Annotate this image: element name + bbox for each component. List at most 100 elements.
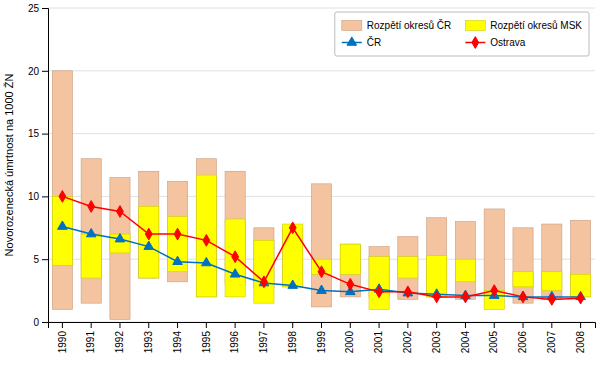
range-bar [254,240,274,303]
range-bar [196,159,216,297]
range-bar [398,257,418,278]
legend: Rozpětí okresů ČRRozpětí okresů MSKČROst… [335,12,589,56]
marker [173,256,183,264]
x-tick-mark [119,322,120,328]
range-bar [369,257,389,310]
marker [548,294,555,306]
range-bar [311,184,331,307]
x-tick: 2008 [575,322,586,353]
y-tick-label: 25 [28,3,40,14]
x-tick-label: 1999 [316,331,327,354]
x-tick-label: 1992 [114,331,125,354]
legend-marker [347,37,357,45]
x-tick-mark [91,322,92,328]
marker [462,291,469,303]
x-tick: 1994 [172,322,183,353]
marker [261,276,268,288]
marker [404,286,411,298]
range-bar [542,272,562,291]
x-tick: 1997 [258,322,269,353]
range-bar [52,196,72,265]
marker [174,228,181,240]
x-tick-mark [436,322,437,328]
marker [318,266,325,278]
range-bar [340,244,360,274]
x-tick: 1998 [287,322,298,353]
x-tick: 2002 [402,322,413,353]
marker [376,286,383,298]
range-bar [196,175,216,297]
marker [317,285,327,293]
y-tick-mark [42,71,48,72]
marker [520,291,527,303]
x-tick-mark [292,322,293,328]
x-tick-label: 2008 [575,331,586,354]
y-tick-label: 0 [33,317,39,328]
y-tick: 0 [33,317,48,328]
marker [288,280,298,288]
x-tick: 2006 [517,322,528,353]
x-tick-mark [580,322,581,328]
x-tick: 2003 [431,322,442,353]
x-tick-label: 1998 [287,331,298,354]
range-bar [167,181,187,281]
marker [433,291,440,303]
x-tick-label: 2004 [460,331,471,354]
y-tick: 25 [28,3,48,14]
line-series [58,221,586,300]
range-bar [513,228,533,303]
y-axis-title: Novorozenecká úmrtnost na 1000 ŽN [3,74,15,257]
y-tick-mark [42,259,48,260]
legend-swatch [342,21,362,31]
x-tick-label: 1995 [201,331,212,354]
legend-item: Rozpětí okresů ČR [342,19,451,31]
x-tick: 1993 [143,322,154,353]
marker [347,278,354,290]
plot: 0510152025199019911992199319941995199619… [28,3,596,354]
legend-label: Rozpětí okresů ČR [367,19,451,31]
x-axis-line [49,323,596,329]
range-bars [52,175,590,309]
x-tick-label: 2002 [402,331,413,354]
marker [230,269,240,277]
legend-box [335,12,589,56]
grid [48,8,595,322]
x-tick: 1995 [201,322,212,353]
x-tick-mark [321,322,322,328]
marker [144,241,154,249]
range-bar [81,234,101,278]
marker [145,228,152,240]
legend-item: Ostrava [465,37,525,49]
x-tick: 1996 [229,322,240,353]
y-tick-label: 5 [33,254,39,265]
line [62,227,580,297]
x-tick-mark [407,322,408,328]
x-tick-label: 2000 [344,331,355,354]
x-tick: 1991 [85,322,96,353]
marker [88,201,95,213]
x-tick-label: 1993 [143,331,154,354]
x-tick-mark [465,322,466,328]
legend-label: Ostrava [490,37,525,48]
marker [203,234,210,246]
legend-marker [472,37,479,49]
x-tick: 2001 [373,322,384,353]
x-tick-label: 2006 [517,331,528,354]
y-tick-label: 10 [28,191,40,202]
grid-line [48,133,595,134]
x-tick-label: 1991 [85,331,96,354]
y-tick-mark [42,196,48,197]
y-tick: 5 [33,254,48,265]
y-axis: 0 5 10 15 20 25 [28,3,49,328]
x-tick: 2000 [344,322,355,353]
legend-label: Rozpětí okresů MSK [490,20,582,31]
y-tick-mark [42,8,48,9]
y-tick-label: 20 [28,66,40,77]
line [62,196,580,299]
x-axis: 1990199119921993199419951996199719981999… [49,322,596,353]
x-tick-label: 1996 [229,331,240,354]
legend-item: Rozpětí okresů MSK [465,20,582,31]
y-tick: 15 [28,128,48,139]
range-bar [52,71,72,310]
range-bar [167,216,187,271]
